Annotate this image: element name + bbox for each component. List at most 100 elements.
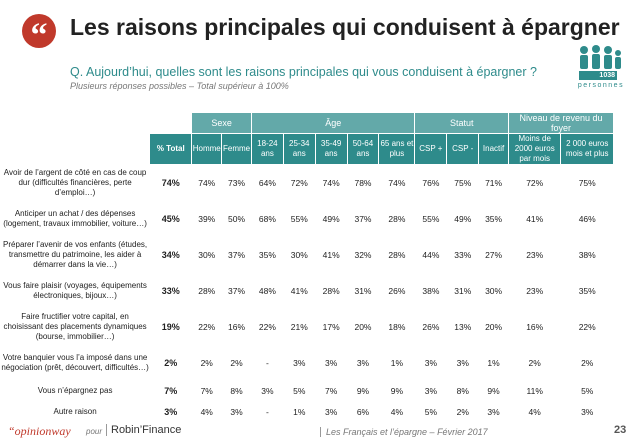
column-header: CSP - <box>447 134 479 164</box>
table-cell: 28% <box>388 213 406 224</box>
table-cell: 31% <box>454 285 472 296</box>
table-cell: 28% <box>322 285 340 296</box>
table-row: Faire fructifier votre capital, en chois… <box>1 309 613 344</box>
table-cell: 30% <box>198 249 216 260</box>
table-cell: 5% <box>424 407 438 417</box>
total-cell: 74% <box>161 177 180 188</box>
table-cell: 76% <box>422 177 440 188</box>
table-cell: - <box>265 407 269 417</box>
table-cell: 41% <box>526 213 544 224</box>
table-cell: 23% <box>526 249 544 260</box>
table-cell: 37% <box>228 285 246 296</box>
table-cell: 9% <box>356 386 370 396</box>
table-cell: 3% <box>424 357 438 368</box>
table-cell: 3% <box>324 357 338 368</box>
table-cell: 38% <box>578 249 596 260</box>
group-header: Sexe <box>192 113 251 133</box>
table-cell: 2% <box>230 357 243 368</box>
column-header: 18-24 ans <box>251 134 283 164</box>
table-cell: 4% <box>528 407 541 417</box>
table-cell: 49% <box>454 213 472 224</box>
table-cell: 48% <box>258 285 276 296</box>
table-cell: 41% <box>322 249 340 260</box>
table-row: Préparer l’avenir de vos enfants (études… <box>1 237 613 272</box>
column-header: 2 000 euros mois et plus <box>561 134 613 164</box>
table-cell: 22% <box>578 321 596 332</box>
group-header: Âge <box>251 113 415 133</box>
table-cell: 32% <box>354 249 372 260</box>
footer-caption: Les Français et l’épargne – Février 2017 <box>320 427 488 437</box>
column-header: 50-64 ans <box>347 134 379 164</box>
total-cell: 3% <box>164 407 178 417</box>
table-cell: 2% <box>200 357 213 368</box>
row-label: Avoir de l’argent de côté en cas de coup… <box>3 167 147 197</box>
table-cell: 17% <box>322 321 340 332</box>
table-cell: 3% <box>356 357 370 368</box>
table-cell: 7% <box>324 386 338 396</box>
table-cell: 49% <box>322 213 340 224</box>
row-label: Autre raison <box>53 407 97 416</box>
table-cell: 46% <box>578 213 596 224</box>
table-cell: 6% <box>356 407 370 417</box>
total-cell: 33% <box>161 285 180 296</box>
table-cell: 23% <box>526 285 544 296</box>
table-cell: 26% <box>422 321 440 332</box>
question-text: Q. Aujourd’hui, quelles sont les raisons… <box>70 65 537 79</box>
table-row: Vous faire plaisir (voyages, équipements… <box>1 273 613 308</box>
table-cell: 16% <box>228 321 246 332</box>
table-cell: 72% <box>526 177 544 188</box>
sample-label: personnes <box>577 82 625 89</box>
table-cell: 50% <box>228 213 246 224</box>
table-cell: 37% <box>354 213 372 224</box>
table-cell: 35% <box>258 249 276 260</box>
column-header: 25-34 ans <box>283 134 315 164</box>
table-cell: 30% <box>290 249 308 260</box>
table-cell: 11% <box>526 386 543 396</box>
table-cell: 3% <box>261 386 274 396</box>
group-header: Niveau de revenu du foyer <box>508 113 613 133</box>
table-cell: 8% <box>230 386 243 396</box>
column-header: 65 ans et plus <box>379 134 415 164</box>
column-header: % Total <box>150 134 192 164</box>
column-header: 35-49 ans <box>315 134 347 164</box>
table-cell: 3% <box>456 357 469 368</box>
table-cell: 74% <box>198 177 216 188</box>
row-label: Vous faire plaisir (voyages, équipements… <box>3 280 147 300</box>
table-cell: 74% <box>388 177 406 188</box>
table-cell: 9% <box>390 386 404 396</box>
column-header: CSP + <box>415 134 447 164</box>
table-cell: 13% <box>454 321 472 332</box>
table-cell: 20% <box>354 321 372 332</box>
table-cell: 41% <box>290 285 308 296</box>
table-cell: 35% <box>485 213 503 224</box>
table-cell: 5% <box>581 386 594 396</box>
table-cell: 3% <box>424 386 438 396</box>
table-cell: 78% <box>354 177 372 188</box>
table-cell: 8% <box>456 386 469 396</box>
table-cell: 73% <box>228 177 246 188</box>
table-row: Votre banquier vous l’a imposé dans une … <box>1 345 613 380</box>
table-cell: 3% <box>487 407 500 417</box>
quote-icon: “ <box>22 14 56 54</box>
table-cell: 55% <box>422 213 440 224</box>
table-cell: 5% <box>293 386 306 396</box>
table-cell: 30% <box>485 285 503 296</box>
row-label: Vous n’épargnez pas <box>37 386 113 395</box>
column-header: Inactif <box>479 134 508 164</box>
question-subtitle: Plusieurs réponses possibles – Total sup… <box>70 81 289 91</box>
table-cell: 75% <box>454 177 472 188</box>
table-cell: 4% <box>200 407 213 417</box>
total-cell: 2% <box>164 357 178 368</box>
column-header: Homme <box>192 134 222 164</box>
table-cell: 28% <box>198 285 216 296</box>
table-cell: 28% <box>388 249 406 260</box>
page-number: 23 <box>614 424 627 436</box>
table-cell: 72% <box>290 177 308 188</box>
table-cell: 2% <box>456 407 469 417</box>
sample-count: 1038 <box>579 71 617 80</box>
table-cell: 71% <box>485 177 503 188</box>
column-header: Moins de 2000 euros par mois <box>508 134 561 164</box>
table-cell: 7% <box>200 386 213 396</box>
table-cell: 21% <box>290 321 308 332</box>
row-label: Préparer l’avenir de vos enfants (études… <box>3 239 148 269</box>
